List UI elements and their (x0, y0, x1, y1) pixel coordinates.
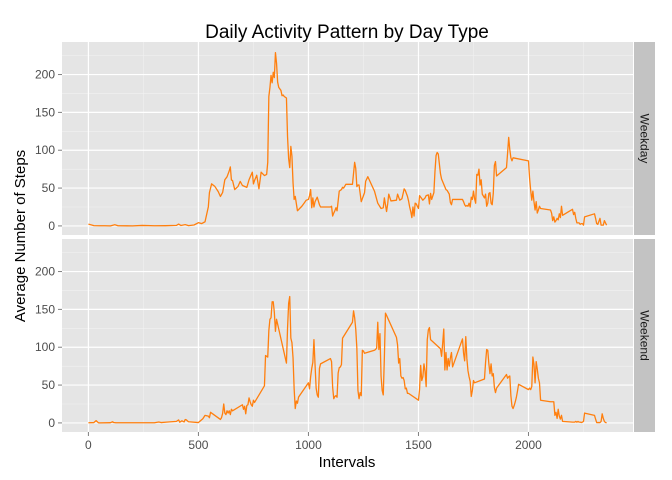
facet-panels: Weekday Weekend (62, 42, 655, 432)
y-axis-title: Average Number of Steps (12, 150, 29, 322)
chart-title: Daily Activity Pattern by Day Type (205, 22, 489, 43)
y-tick-label: 150 (35, 105, 55, 119)
y-tick-label: 0 (48, 219, 55, 233)
y-tick-label: 150 (35, 302, 55, 316)
y-tick-label: 200 (35, 68, 55, 82)
y-axis: 0 50 100 150 200 0 50 100 150 200 (35, 68, 62, 430)
x-tick-label: 1500 (405, 438, 432, 452)
facet-label-weekday: Weekday (638, 114, 652, 164)
facet-label-weekend: Weekend (638, 310, 652, 360)
series-line-weekday (88, 51, 608, 227)
x-tick-label: 1000 (295, 438, 322, 452)
facet-strip-weekday (634, 42, 655, 235)
series-line-weekend (88, 295, 607, 424)
facet-weekday: Weekday (62, 42, 655, 235)
y-tick-label: 100 (35, 340, 55, 354)
y-tick-label: 100 (35, 143, 55, 157)
x-axis: 0 500 1000 1500 2000 (85, 432, 542, 452)
panel-background (62, 239, 633, 432)
x-axis-title: Intervals (319, 454, 376, 471)
facet-weekend: Weekend (62, 239, 655, 432)
y-tick-label: 200 (35, 265, 55, 279)
facet-strip-weekend (634, 239, 655, 432)
y-tick-label: 0 (48, 416, 55, 430)
x-tick-label: 500 (188, 438, 208, 452)
y-tick-label: 50 (42, 181, 56, 195)
x-tick-label: 2000 (515, 438, 542, 452)
y-tick-label: 50 (42, 378, 56, 392)
panel-background (62, 42, 633, 235)
x-tick-label: 0 (85, 438, 92, 452)
